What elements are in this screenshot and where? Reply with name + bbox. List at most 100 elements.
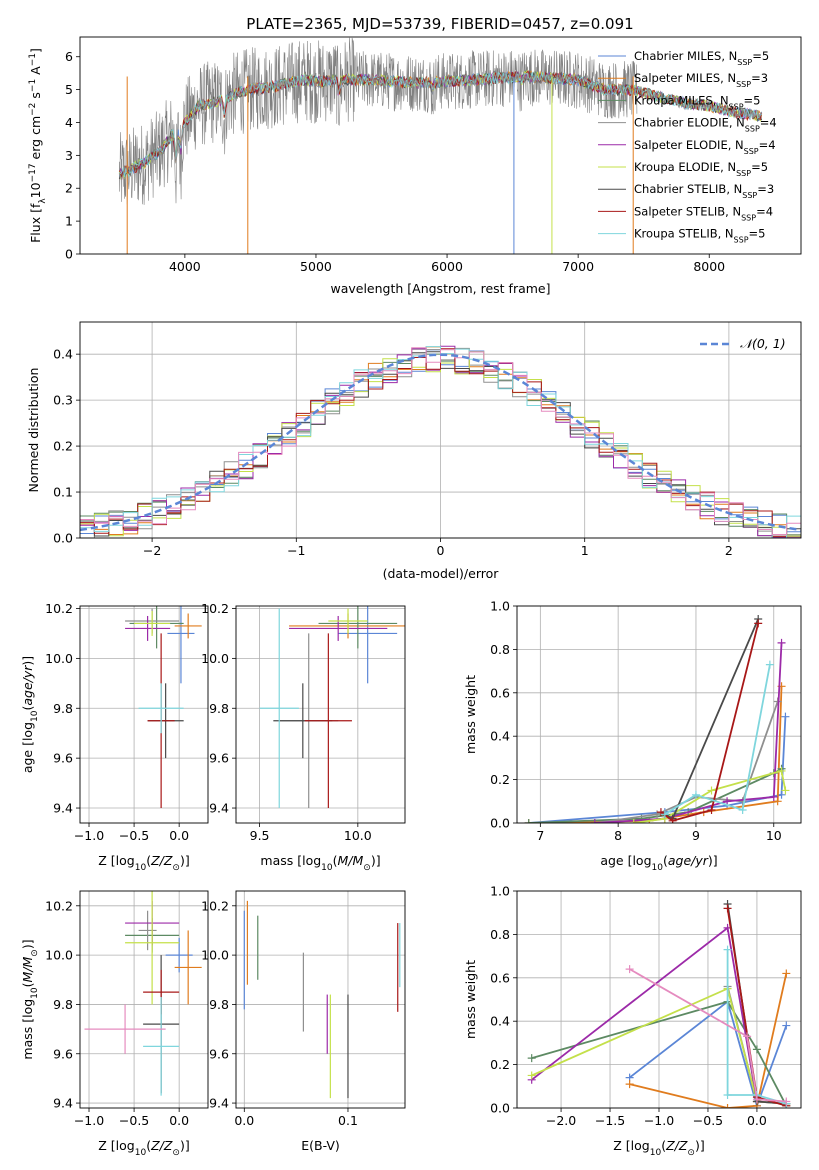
y-tick-label: 10.2 [45, 601, 73, 616]
marker-plus [752, 1095, 761, 1104]
label-part: )] [180, 853, 190, 868]
y-tick-label: 0.0 [490, 816, 510, 831]
chart-mass_vs_ebv: 0.0 0.1 9.4 9.6 9.8 10.0 10.2 E(B-V) [201, 890, 406, 1153]
y-tick-label: 0.8 [490, 927, 510, 942]
marker-plus [765, 660, 774, 669]
label-part: log [302, 853, 321, 868]
x-tick-label: 10.0 [344, 828, 372, 843]
marker-plus [524, 819, 533, 823]
y-tick-label: 0.4 [53, 347, 73, 362]
label-part: )] [20, 656, 35, 666]
legend-series-name: Chabrier ELODIE, N [634, 116, 745, 130]
mass-weight-line-0 [629, 1000, 788, 1108]
label-part: −2 [28, 103, 38, 116]
marker-plus [777, 766, 786, 775]
legend-sub: SSP [744, 146, 759, 155]
x-tick-label: 4000 [169, 259, 201, 274]
x-tick-label: 8 [614, 828, 622, 843]
x-axis-label: Z [log10(Z/Z⊙)] [613, 1138, 704, 1158]
legend-sub: SSP [745, 124, 760, 133]
plot-area [118, 37, 763, 254]
y-tick-label: 10.0 [201, 948, 229, 963]
y-tick-label: 0.2 [490, 772, 510, 787]
label-part: E(B-V) [301, 1138, 340, 1153]
axes-frame [79, 890, 209, 1109]
label-part: Z [ [613, 1138, 630, 1153]
label-part: ⊙ [30, 949, 40, 957]
label-part: age/yr [20, 665, 35, 706]
label-part: log [20, 999, 35, 1018]
marker-plus [754, 619, 763, 628]
x-tick-label: −2.0 [546, 1113, 576, 1128]
x-tick-label: 9 [692, 828, 700, 843]
legend-label: Chabrier MILES, NSSP=5 [634, 49, 769, 67]
chart-age_vs_Z: −1.0 −0.5 0.09.49.69.810.010.2Z [log10(Z/Z… [20, 601, 209, 873]
label-part: ⊙ [172, 863, 180, 873]
label-part: Z [ [98, 1138, 115, 1153]
y-tick-label: 0.6 [490, 685, 510, 700]
legend-series-name: Salpeter ELODIE, N [634, 138, 744, 152]
marker-plus [773, 797, 782, 806]
marker-plus [752, 1045, 761, 1054]
x-axis-label: Z [log10(Z/Z⊙)] [98, 1138, 189, 1158]
legend-label: Chabrier ELODIE, NSSP=4 [634, 116, 777, 134]
legend-series-name: Salpeter MILES, N [634, 71, 736, 85]
y-tick-label: 0.3 [53, 393, 73, 408]
label-part: 10 [652, 863, 664, 873]
legend-count: =4 [760, 116, 777, 130]
label-part: Flux [f [28, 203, 43, 243]
y-tick-label: 3 [65, 148, 73, 163]
marker-plus [527, 1054, 536, 1063]
legend-label: Salpeter ELODIE, NSSP=4 [634, 138, 776, 156]
y-axis-label: mass weight [463, 675, 478, 754]
marker-plus [707, 786, 716, 795]
x-tick-label: 0.0 [234, 1113, 254, 1128]
plot-area [243, 900, 401, 1099]
chart-spectrum: 4000 5000 6000 7000 8000 0 1 2 3 4 5 6 wavelength [A… [28, 36, 802, 296]
x-tick-label: −1.5 [595, 1113, 625, 1128]
label-part: age [ [20, 741, 35, 773]
legend-label: Kroupa STELIB, NSSP=5 [634, 227, 765, 245]
axes-frame [235, 605, 406, 824]
y-tick-label: 0.1 [53, 485, 73, 500]
plot-area [527, 900, 791, 1108]
marker-plus [629, 819, 638, 823]
label-part: ⊙ [172, 1148, 180, 1158]
legend-count: =4 [759, 138, 776, 152]
y-tick-label: 9.8 [209, 997, 229, 1012]
label-part: −17 [28, 163, 38, 182]
x-tick-label: 2 [725, 543, 733, 558]
label-part: −1 [28, 79, 38, 92]
y-tick-label: 2 [65, 181, 73, 196]
label-part: λ [38, 198, 48, 204]
label-part: Z/Z [150, 853, 173, 868]
marker-plus [723, 1104, 732, 1108]
label-part: ( [20, 706, 35, 711]
legend-series-name: Kroupa STELIB, N [634, 227, 734, 241]
x-tick-label: 1 [581, 543, 589, 558]
legend-count: =3 [751, 71, 768, 85]
label-part: ( [146, 1138, 151, 1153]
mass-weight-line-8 [726, 949, 787, 1105]
y-tick-label: 0 [65, 247, 73, 262]
label-part: Z/Z [665, 1138, 688, 1153]
marker-plus [769, 792, 778, 801]
y-tick-label: 9.4 [53, 1096, 73, 1111]
mass-weight-line-7 [660, 623, 760, 822]
label-part: ( [661, 1138, 666, 1153]
legend-count: =5 [752, 49, 769, 63]
label-part: mass [ [260, 853, 302, 868]
x-axis-label: mass [log10(M/M⊙)] [260, 853, 380, 873]
marker-plus [668, 816, 677, 823]
x-axis-label: age [log10(age/yr)] [600, 853, 717, 873]
label-part: ] [28, 48, 43, 53]
marker-plus [723, 797, 732, 806]
label-part: 10 [30, 710, 40, 722]
marker-plus [777, 638, 786, 647]
marker-plus [723, 945, 732, 954]
x-tick-label: 0.0 [169, 828, 189, 843]
legend-series-name: Kroupa MILES, N [634, 93, 729, 107]
legend-series-name: Chabrier STELIB, N [634, 182, 742, 196]
y-tick-label: 9.6 [53, 751, 73, 766]
x-axis-label: wavelength [Angstrom, rest frame] [330, 281, 550, 296]
